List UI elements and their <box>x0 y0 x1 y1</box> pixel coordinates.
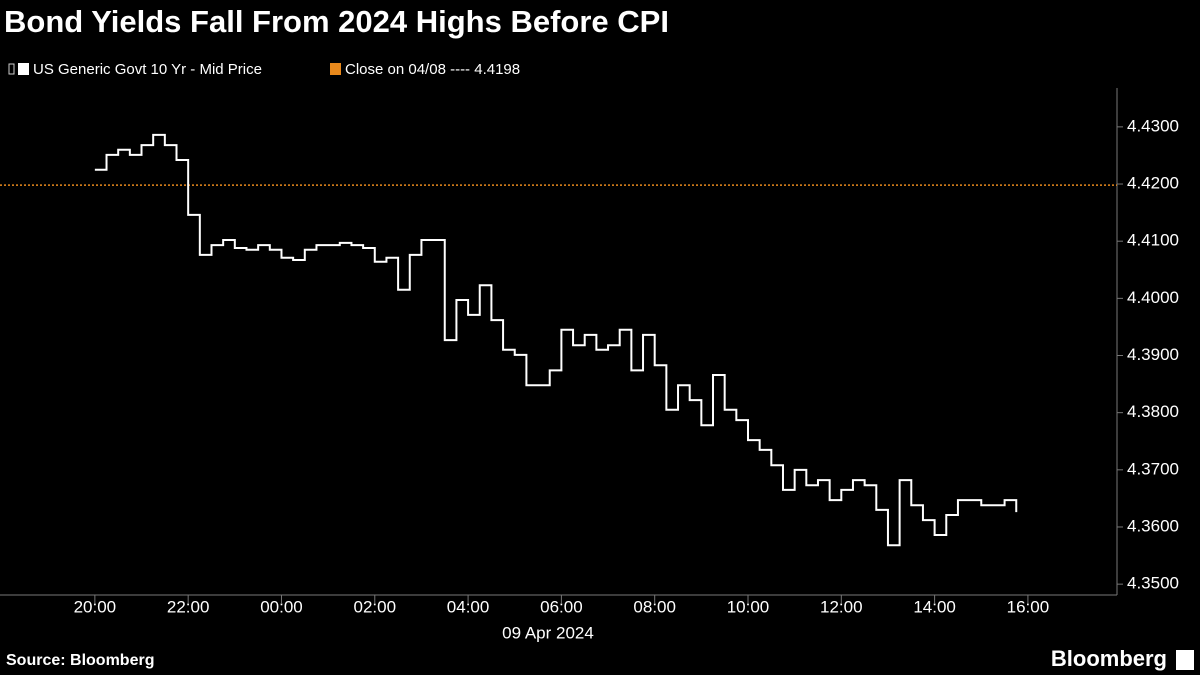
x-tick-label: 12:00 <box>820 597 863 616</box>
x-tick-label: 16:00 <box>1007 597 1050 616</box>
y-tick-label: 4.4100 <box>1127 231 1179 250</box>
x-tick-label: 02:00 <box>354 597 397 616</box>
y-tick-label: 4.3600 <box>1127 516 1179 535</box>
y-tick-label: 4.3800 <box>1127 402 1179 421</box>
legend-label: Close on 04/08 ---- 4.4198 <box>345 61 520 78</box>
y-tick-label: 4.4000 <box>1127 288 1179 307</box>
data-line <box>94 133 1018 547</box>
y-tick-label: 4.3900 <box>1127 345 1179 364</box>
chart-title: Bond Yields Fall From 2024 Highs Before … <box>4 4 669 39</box>
x-tick-label: 00:00 <box>260 597 303 616</box>
source: Source: Bloomberg <box>6 652 154 669</box>
x-tick-label: 04:00 <box>447 597 490 616</box>
brand-icon <box>1176 650 1194 670</box>
legend-icon <box>8 63 15 75</box>
legend-swatch <box>330 63 341 75</box>
legend-label: US Generic Govt 10 Yr - Mid Price <box>33 61 262 78</box>
legend-swatch <box>18 63 29 75</box>
x-tick-label: 20:00 <box>74 597 117 616</box>
x-tick-label: 06:00 <box>540 597 583 616</box>
brand: Bloomberg <box>1051 646 1167 671</box>
x-tick-label: 14:00 <box>913 597 956 616</box>
x-tick-label: 10:00 <box>727 597 770 616</box>
x-axis-label: 09 Apr 2024 <box>502 623 594 642</box>
y-tick-label: 4.4300 <box>1127 116 1179 135</box>
x-tick-label: 22:00 <box>167 597 210 616</box>
y-tick-label: 4.3700 <box>1127 459 1179 478</box>
y-tick-label: 4.3500 <box>1127 574 1179 593</box>
x-tick-label: 08:00 <box>633 597 676 616</box>
y-tick-label: 4.4200 <box>1127 174 1179 193</box>
